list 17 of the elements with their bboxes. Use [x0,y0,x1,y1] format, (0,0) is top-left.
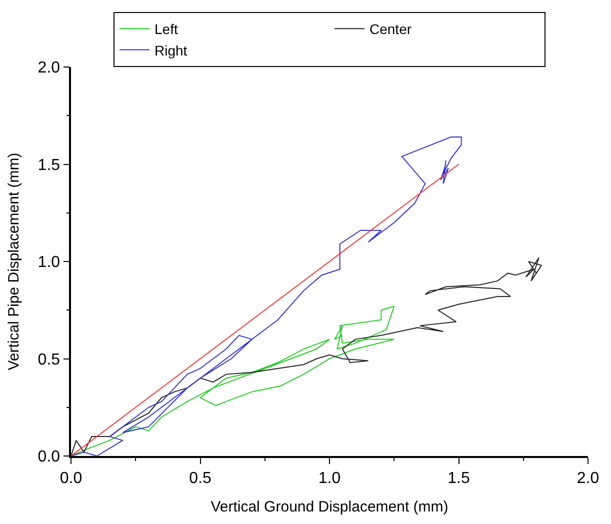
x-tick-label: 0.0 [60,470,82,487]
legend-label: Right [154,42,188,58]
x-tick-label: 1.5 [448,470,470,487]
y-tick-label: 0.0 [38,448,60,466]
y-axis-title: Vertical Pipe Displacement (mm) [6,152,23,370]
y-tick-label: 1.0 [38,254,60,272]
line-series [71,257,542,456]
x-axis-title: Vertical Ground Displacement (mm) [210,498,448,516]
legend-label: Center [370,21,412,38]
x-tick-label: 1.0 [318,470,341,487]
x-tick-label: 2.0 [576,470,600,487]
x-tick-label: 0.5 [189,470,212,487]
line-series [71,306,395,456]
legend-label: Left [154,21,178,38]
y-tick-label: 1.5 [38,156,60,174]
y-tick-label: 0.5 [38,351,60,368]
y-tick-label: 2.0 [38,60,60,77]
